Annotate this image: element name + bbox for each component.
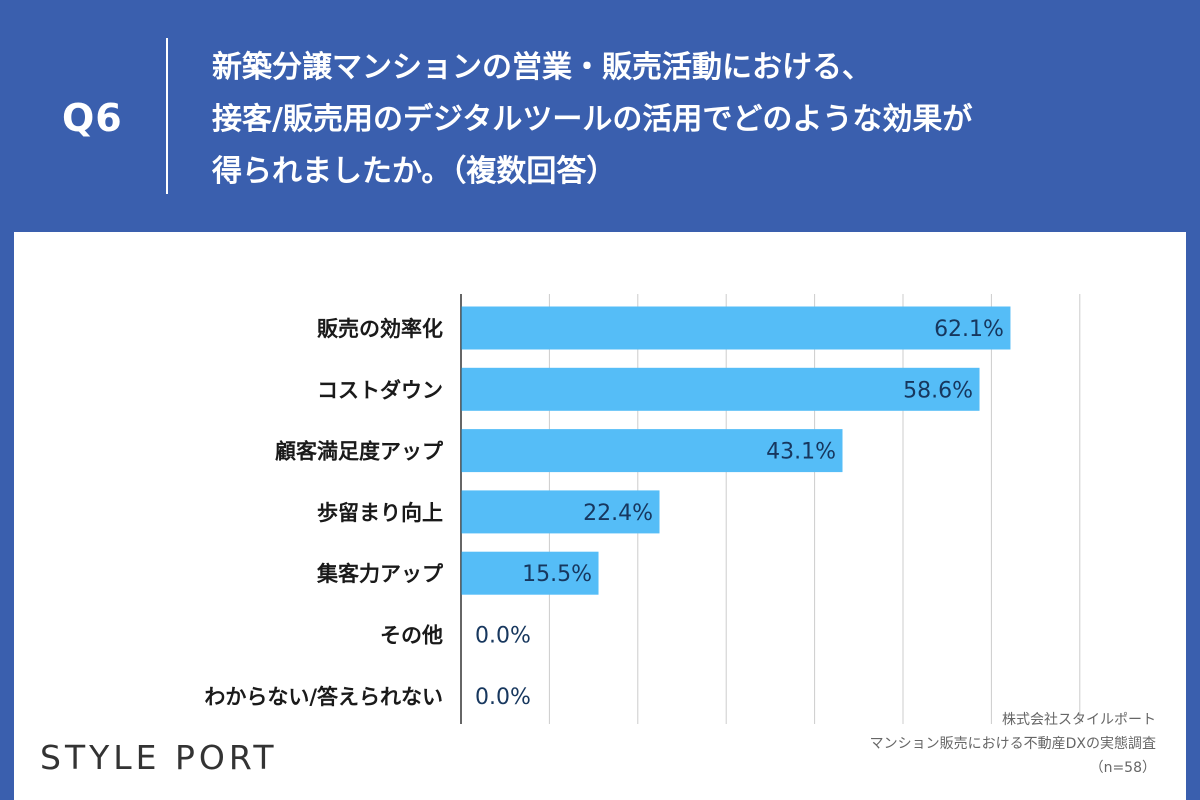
bar-1 <box>461 306 1011 350</box>
source-note: 株式会社スタイルポート マンション販売における不動産DXの実態調査 （n=58） <box>870 708 1156 780</box>
question-line-3: 得られましたか。（複数回答） <box>212 154 617 189</box>
category-label: コストダウン <box>317 378 443 402</box>
value-label: 0.0% <box>475 624 531 649</box>
label-layer: 販売の効率化 62.1% コストダウン 58.6% 顧客満足度アップ 43.1% 歩留まり向… <box>204 317 1004 710</box>
chart-panel: 販売の効率化 62.1% コストダウン 58.6% 顧客満足度アップ 43.1% 歩留まり向… <box>14 232 1186 800</box>
question-line-1: 新築分譲マンションの営業・販売活動における、 <box>212 50 872 85</box>
value-label: 58.6% <box>903 378 973 403</box>
value-label: 43.1% <box>766 440 836 465</box>
category-label: 集客力アップ <box>316 562 444 586</box>
style-port-logo: STYLE PORT <box>40 738 278 777</box>
source-survey: マンション販売における不動産DXの実態調査 <box>869 736 1156 752</box>
bar-5 <box>461 551 599 595</box>
source-company: 株式会社スタイルポート <box>1002 712 1156 728</box>
bar-4 <box>461 490 660 534</box>
value-label: 62.1% <box>934 317 1004 342</box>
category-label: 歩留まり向上 <box>317 501 443 525</box>
question-header: Q6 新築分譲マンションの営業・販売活動における、 接客/販売用のデジタルツール… <box>0 0 1200 232</box>
question-number: Q6 <box>62 96 123 140</box>
bar-2 <box>461 367 980 411</box>
category-label: 販売の効率化 <box>317 317 443 341</box>
grid-layer <box>460 294 1081 724</box>
bar-chart: 販売の効率化 62.1% コストダウン 58.6% 顧客満足度アップ 43.1% 歩留まり向… <box>204 294 1081 724</box>
category-label: その他 <box>380 624 443 648</box>
question-text: 新築分譲マンションの営業・販売活動における、 接客/販売用のデジタルツールの活用… <box>212 42 1172 198</box>
value-label: 0.0% <box>475 685 531 710</box>
question-line-2: 接客/販売用のデジタルツールの活用でどのような効果が <box>212 102 973 137</box>
source-sample: （n=58） <box>1089 760 1156 776</box>
value-label: 22.4% <box>583 501 653 526</box>
category-label: 顧客満足度アップ <box>275 440 444 464</box>
bar-layer <box>461 306 1011 595</box>
header-divider <box>166 38 168 194</box>
bar-3 <box>461 429 843 473</box>
category-label: わからない/答えられない <box>204 685 443 709</box>
value-label: 15.5% <box>522 562 592 587</box>
